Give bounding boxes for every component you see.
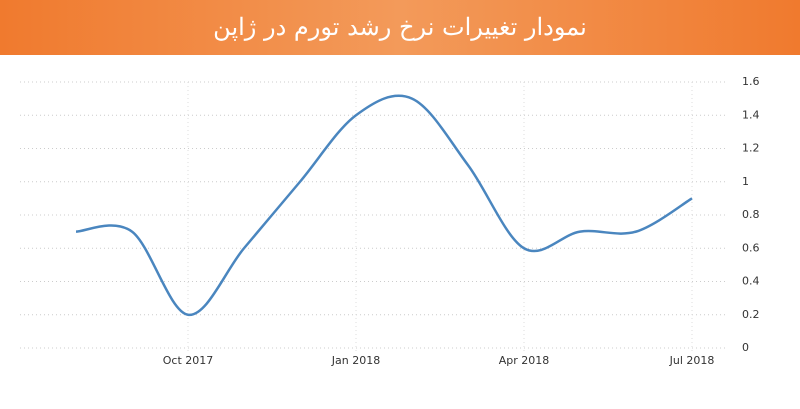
y-tick-label: 0.4 [742, 275, 760, 288]
x-tick-label: Jan 2018 [331, 354, 380, 367]
title-banner: نمودار تغییرات نرخ رشد تورم در ژاپن [0, 0, 800, 55]
y-tick-label: 0.6 [742, 241, 760, 254]
y-tick-label: 1.6 [742, 75, 760, 88]
y-tick-label: 1.2 [742, 142, 760, 155]
data-line [75, 94, 693, 317]
y-tick-label: 1.4 [742, 108, 760, 121]
y-tick-label: 0.8 [742, 208, 760, 221]
y-tick-label: 1 [742, 175, 749, 188]
y-tick-label: 0 [742, 341, 749, 354]
x-tick-label: Oct 2017 [163, 354, 214, 367]
chart-title: نمودار تغییرات نرخ رشد تورم در ژاپن [213, 13, 587, 41]
y-tick-label: 0.2 [742, 308, 760, 321]
x-tick-label: Jul 2018 [669, 354, 715, 367]
x-tick-label: Apr 2018 [499, 354, 550, 367]
